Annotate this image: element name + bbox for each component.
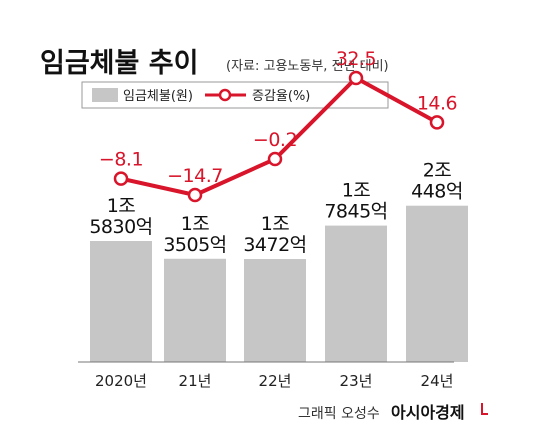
- rate-series-points: [113, 70, 445, 203]
- chart-source-note: (자료: 고용노동부, 전년 대비): [226, 59, 389, 74]
- bar-label-1-1: 3505억: [163, 234, 226, 256]
- chart-title: 임금체불 추이: [40, 48, 198, 79]
- legend-line-label: 증감율(%): [252, 89, 310, 104]
- bar-label-2-0: 1조: [261, 213, 290, 235]
- bar-series: [90, 205, 468, 362]
- rate-value-labels: −8.1 −14.7 −0.2 32.5 14.6: [99, 48, 458, 187]
- rate-point-0: [113, 171, 129, 186]
- bar-label-3-1: 7845억: [324, 201, 387, 223]
- bar-label-3-0: 1조: [342, 180, 371, 202]
- legend-line-marker: [218, 88, 232, 102]
- rate-point-3: [348, 70, 364, 86]
- x-label-3: 23년: [340, 372, 373, 390]
- x-label-4: 24년: [421, 372, 454, 390]
- rate-label-2: −0.2: [253, 129, 297, 151]
- brand-name: 아시아경제: [391, 403, 465, 422]
- bar-3: [325, 225, 387, 362]
- x-axis-labels: 2020년 21년 22년 23년 24년: [95, 372, 453, 390]
- bar-label-4-0: 2조: [423, 160, 452, 182]
- bar-0: [90, 241, 152, 362]
- bar-label-0-0: 1조: [107, 195, 136, 217]
- rate-label-0: −8.1: [99, 149, 143, 171]
- brand-logo-icon: [481, 403, 488, 415]
- bar-label-4-1: 448억: [411, 181, 463, 203]
- x-label-1: 21년: [179, 372, 212, 390]
- bar-2: [244, 259, 306, 362]
- bar-label-2-1: 3472억: [243, 234, 306, 256]
- legend: 임금체불(원) 증감율(%): [81, 81, 389, 109]
- bar-1: [164, 258, 226, 362]
- bar-label-0-1: 5830억: [89, 216, 152, 238]
- x-label-2: 22년: [259, 372, 292, 390]
- legend-bar-swatch: [92, 88, 118, 102]
- rate-point-4: [429, 115, 445, 130]
- rate-label-3: 32.5: [336, 48, 376, 70]
- bar-label-1-0: 1조: [181, 213, 210, 235]
- rate-label-4: 14.6: [417, 92, 457, 114]
- rate-point-1: [187, 187, 203, 203]
- x-label-0: 2020년: [95, 372, 147, 390]
- graphic-credit: 그래픽 오성수: [298, 406, 380, 422]
- rate-label-1: −14.7: [167, 165, 223, 187]
- rate-point-2: [267, 151, 283, 167]
- bar-4: [406, 205, 468, 362]
- legend-bar-label: 임금체불(원): [123, 89, 193, 104]
